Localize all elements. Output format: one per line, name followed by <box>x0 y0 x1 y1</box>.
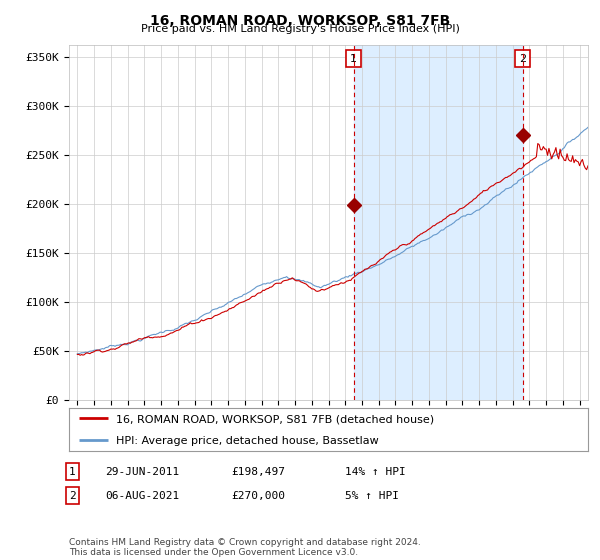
Text: 2: 2 <box>69 491 76 501</box>
Bar <box>353 45 523 400</box>
Text: 1: 1 <box>69 466 76 477</box>
Text: 16, ROMAN ROAD, WORKSOP, S81 7FB (detached house): 16, ROMAN ROAD, WORKSOP, S81 7FB (detach… <box>116 414 434 424</box>
Text: Contains HM Land Registry data © Crown copyright and database right 2024.
This d: Contains HM Land Registry data © Crown c… <box>69 538 421 557</box>
Text: £198,497: £198,497 <box>231 466 285 477</box>
Text: 2: 2 <box>519 54 526 63</box>
Text: 5% ↑ HPI: 5% ↑ HPI <box>345 491 399 501</box>
Text: 1: 1 <box>350 54 357 63</box>
Text: 06-AUG-2021: 06-AUG-2021 <box>105 491 179 501</box>
Text: 14% ↑ HPI: 14% ↑ HPI <box>345 466 406 477</box>
Text: £270,000: £270,000 <box>231 491 285 501</box>
Text: 29-JUN-2011: 29-JUN-2011 <box>105 466 179 477</box>
Text: HPI: Average price, detached house, Bassetlaw: HPI: Average price, detached house, Bass… <box>116 436 379 446</box>
Text: Price paid vs. HM Land Registry's House Price Index (HPI): Price paid vs. HM Land Registry's House … <box>140 24 460 34</box>
Text: 16, ROMAN ROAD, WORKSOP, S81 7FB: 16, ROMAN ROAD, WORKSOP, S81 7FB <box>150 14 450 28</box>
